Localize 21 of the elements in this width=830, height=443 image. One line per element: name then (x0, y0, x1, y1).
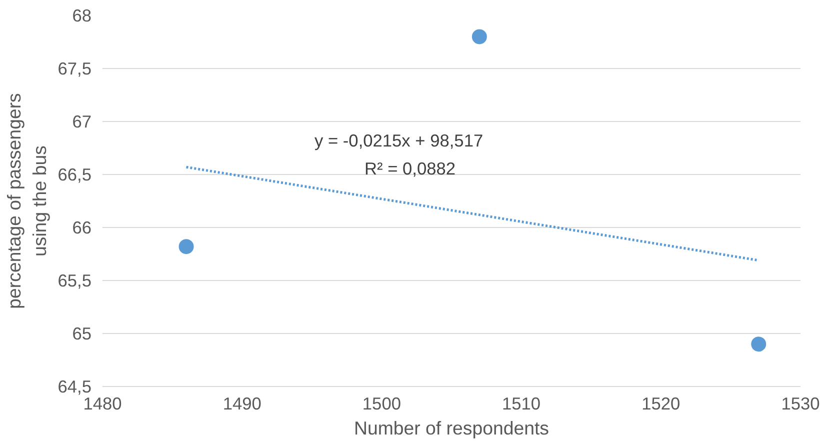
annotation: R² = 0,0882 (364, 158, 456, 178)
x-tick-label: 1500 (362, 394, 401, 414)
y-tick-label: 67 (72, 112, 92, 132)
point (178, 239, 194, 254)
y-tick-label: 65,5 (58, 270, 92, 290)
point (472, 29, 487, 44)
x-tick-label: 1490 (222, 394, 262, 414)
y-tick-label: 66 (72, 218, 92, 238)
y-tick-label: 67,5 (58, 58, 92, 78)
x-tick-label: 1510 (502, 394, 541, 414)
y-axis-title: percentage of passengers using the bus (4, 93, 50, 309)
x-tick-label: 1480 (83, 394, 122, 414)
annotation: y = -0,0215x + 98,517 (314, 130, 484, 150)
y-tick-label: 66,5 (58, 164, 92, 184)
y-tick-label: 65 (72, 324, 92, 344)
y-tick-label: 68 (72, 6, 92, 26)
point (751, 336, 766, 352)
x-tick-label: 1530 (781, 394, 820, 414)
x-axis-title: Number of respondents (354, 418, 549, 438)
y-tick-label: 64,5 (58, 376, 92, 396)
x-tick-label: 1520 (642, 394, 680, 414)
